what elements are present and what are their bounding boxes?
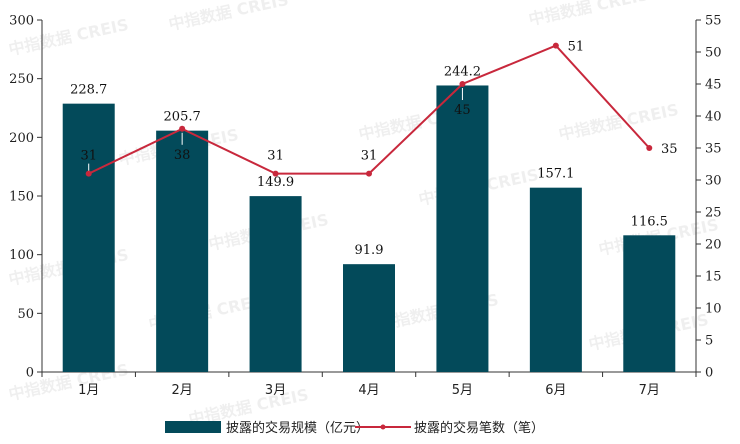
legend: 披露的交易规模（亿元） 披露的交易笔数（笔） — [165, 420, 544, 436]
line-point — [85, 170, 92, 177]
line-value-label: 31 — [267, 149, 284, 164]
line-point — [272, 170, 279, 177]
bar — [249, 196, 302, 372]
right-axis-tick-label: 25 — [705, 206, 722, 221]
bar-value-label: 205.7 — [164, 110, 201, 125]
bar — [62, 103, 115, 373]
right-axis-tick-label: 20 — [705, 238, 722, 253]
legend-line-label: 披露的交易笔数（笔） — [414, 420, 544, 436]
right-axis-tick-label: 40 — [705, 110, 722, 125]
bar-value-label: 244.2 — [444, 64, 481, 79]
x-axis-tick-label: 2月 — [172, 383, 193, 398]
x-axis-tick-label: 1月 — [78, 383, 99, 398]
right-axis-tick-label: 50 — [705, 46, 722, 61]
watermark: 中指数据 CREIS — [167, 0, 290, 34]
bar-value-label: 116.5 — [631, 214, 668, 229]
right-axis-tick-label: 35 — [705, 142, 722, 157]
watermark: 中指数据 CREIS — [557, 100, 680, 144]
left-axis-tick-label: 250 — [9, 72, 34, 87]
bar-value-label: 157.1 — [537, 167, 574, 182]
bar — [156, 130, 209, 372]
left-axis-tick-label: 300 — [9, 14, 34, 29]
x-axis-tick-label: 5月 — [452, 383, 473, 398]
bar-value-label: 149.9 — [257, 175, 294, 190]
bar-value-label: 228.7 — [70, 83, 107, 98]
bars — [62, 85, 676, 373]
watermark: 中指数据 CREIS — [527, 0, 650, 29]
x-axis-tick-label: 3月 — [265, 383, 286, 398]
data-labels: 228.7 205.7 149.9 91.9 244.2 157.1 116.5 31 38 31… — [70, 40, 677, 259]
right-axis-tick-label: 45 — [705, 78, 722, 93]
line-point — [459, 81, 466, 87]
bar — [623, 235, 676, 372]
line-series — [85, 42, 653, 177]
left-axis-tick-label: 50 — [17, 307, 34, 322]
line-value-label: 31 — [361, 149, 378, 164]
bar — [436, 85, 489, 373]
line-point — [646, 145, 653, 151]
bar-value-label: 91.9 — [355, 243, 384, 258]
line-value-label: 51 — [568, 40, 585, 55]
right-axis-tick-label: 0 — [705, 366, 713, 381]
left-axis-tick-label: 200 — [9, 131, 34, 146]
left-axis-tick-label: 0 — [26, 366, 34, 381]
legend-bar-swatch — [165, 421, 221, 433]
right-axis-tick-label: 10 — [705, 302, 722, 317]
legend-line-marker — [380, 424, 386, 430]
x-axis-tick-label: 6月 — [545, 383, 566, 398]
line-point — [552, 42, 559, 49]
right-axis-tick-label: 30 — [705, 174, 722, 189]
bar — [529, 187, 582, 372]
line-value-label: 38 — [174, 148, 191, 163]
line-point — [179, 125, 186, 132]
x-axis-tick-label: 7月 — [639, 383, 660, 398]
legend-bar-label: 披露的交易规模（亿元） — [226, 420, 369, 436]
line-value-label: 35 — [661, 142, 678, 157]
right-axis-tick-label: 5 — [705, 334, 713, 349]
left-axis-tick-label: 150 — [9, 190, 34, 205]
left-axis-tick-label: 100 — [9, 248, 34, 263]
right-axis-tick-label: 55 — [705, 14, 722, 29]
line-value-label: 45 — [454, 103, 471, 118]
line-point — [366, 170, 372, 177]
line-value-label: 31 — [80, 149, 97, 164]
right-axis-tick-label: 15 — [705, 270, 722, 285]
x-axis-tick-label: 4月 — [358, 383, 379, 398]
bar — [343, 264, 395, 372]
